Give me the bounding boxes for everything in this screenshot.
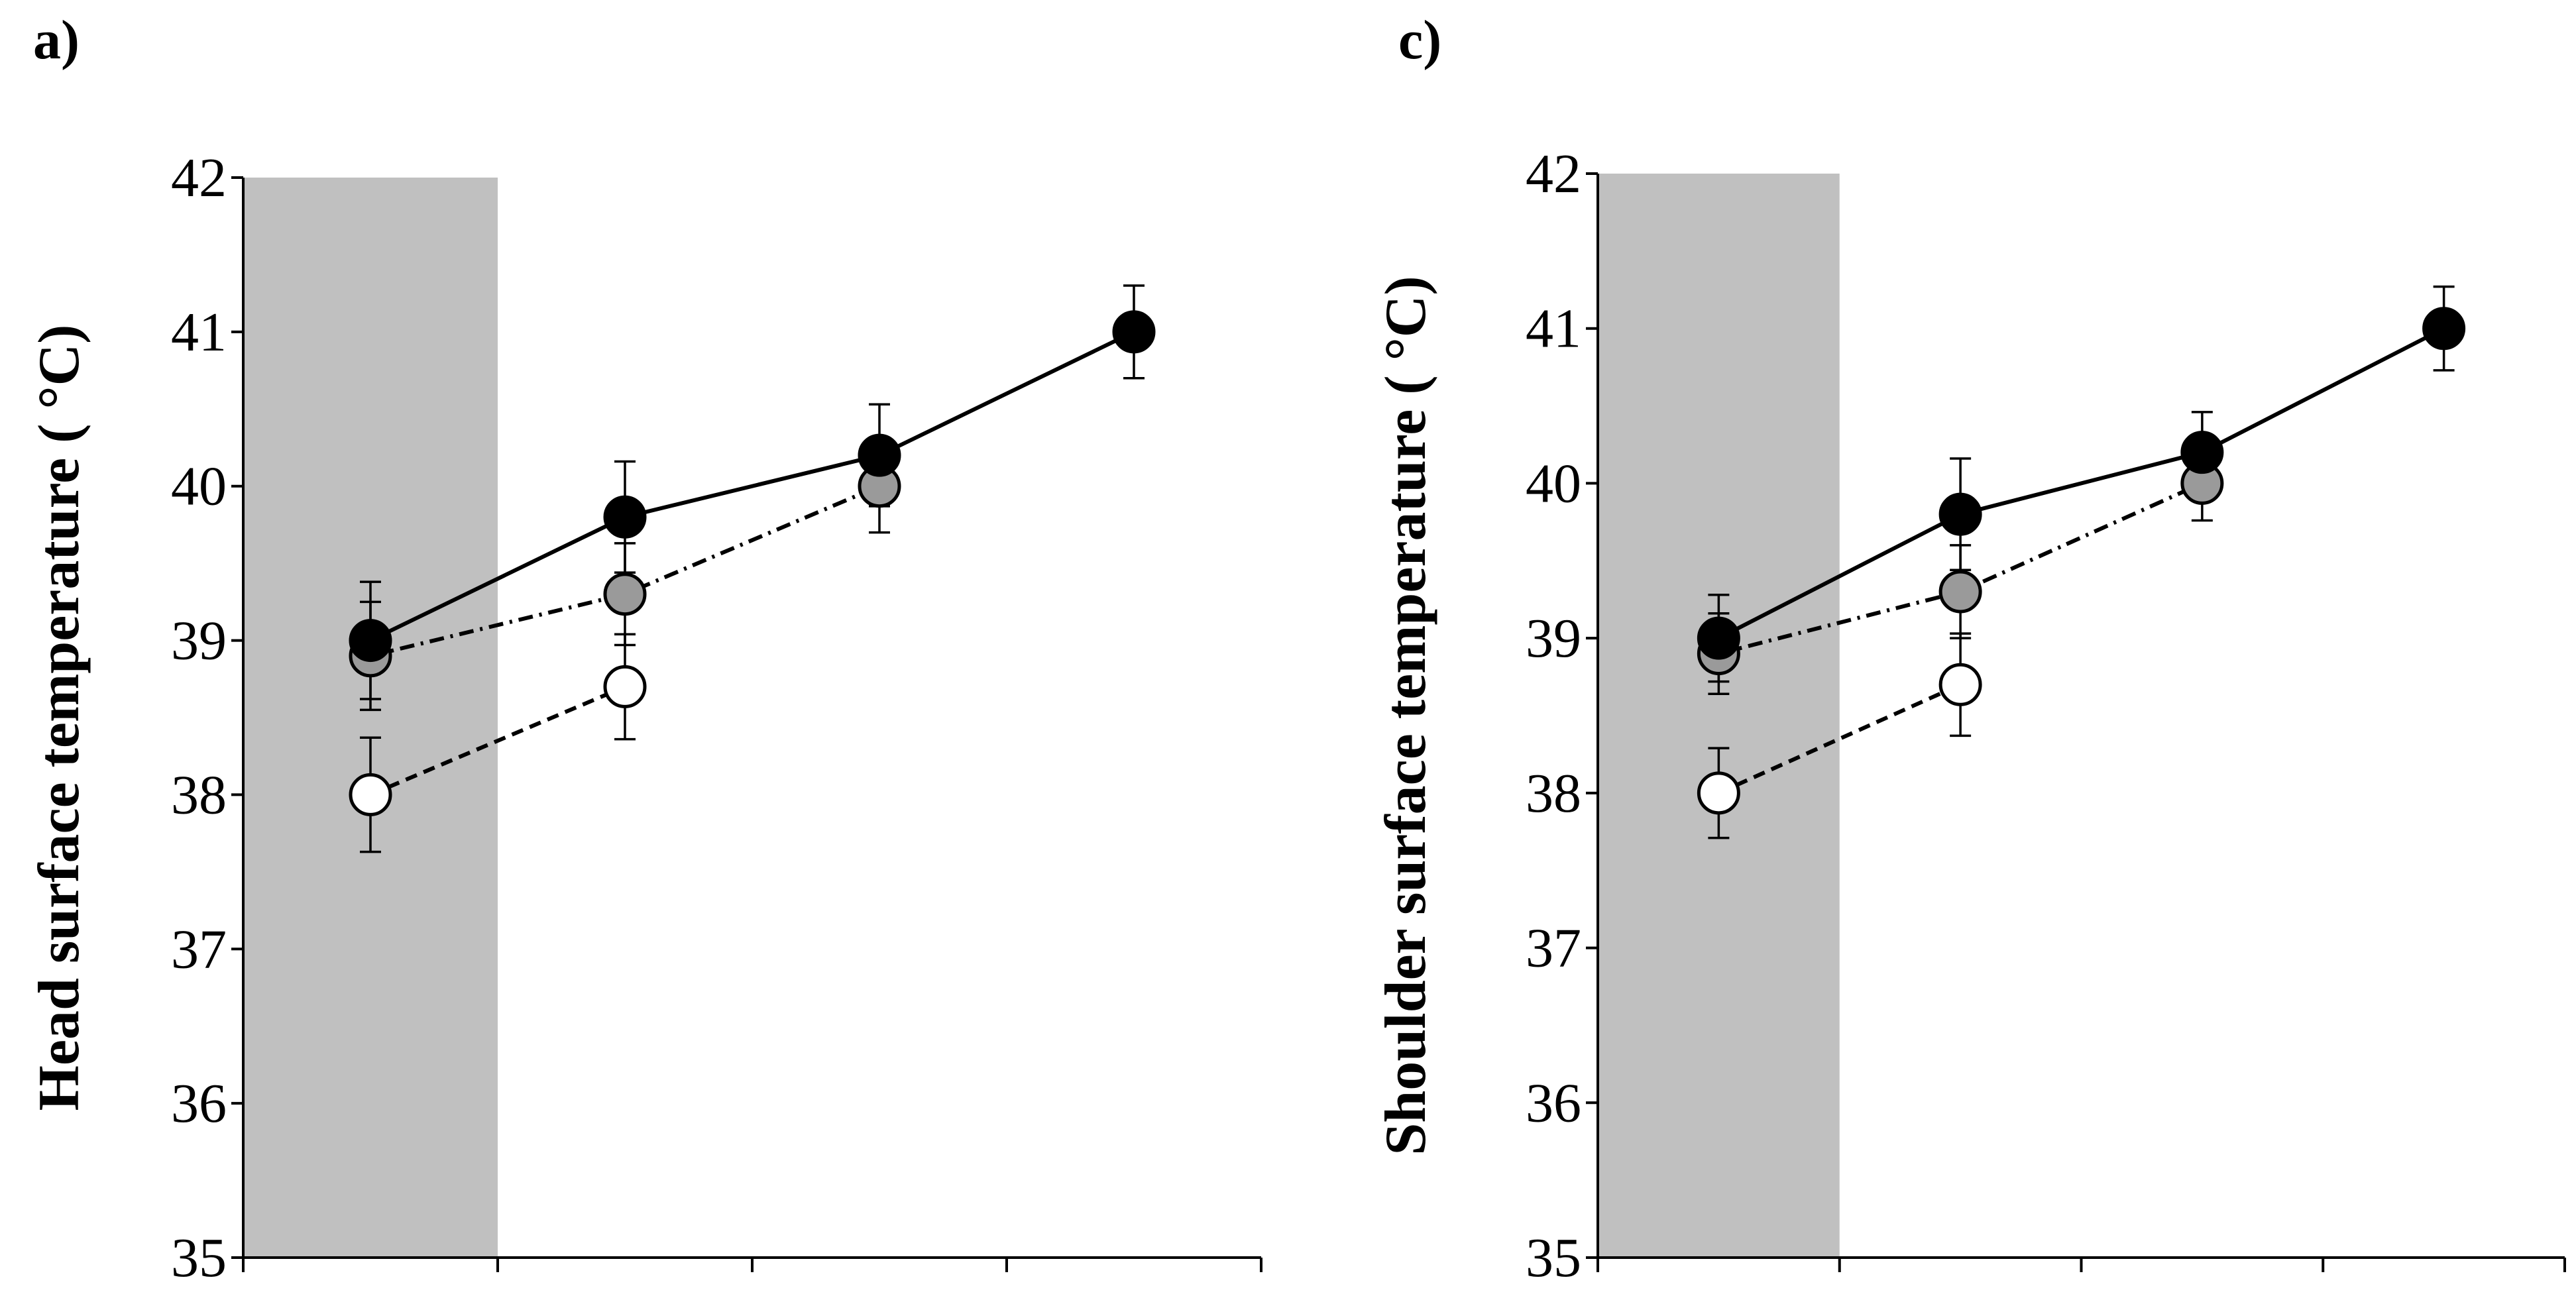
data-point-black xyxy=(1938,492,1982,536)
data-point-white xyxy=(1697,771,1740,815)
y-tick-label: 35 xyxy=(1526,1227,1581,1289)
shaded-region xyxy=(243,178,498,1258)
y-tick-label: 42 xyxy=(171,147,227,209)
series-line-black xyxy=(369,330,1135,643)
y-tick-label: 41 xyxy=(171,301,227,363)
y-tick-label: 39 xyxy=(171,610,227,672)
data-point-black xyxy=(2180,431,2224,474)
y-tick-label: 36 xyxy=(171,1073,227,1134)
series-line-white xyxy=(1718,682,1962,795)
y-tick-label: 38 xyxy=(171,764,227,826)
y-tick-label: 40 xyxy=(171,456,227,517)
chart-panel-a: a) Head surface temperature ( °C) 35 36 37 38… xyxy=(27,9,1262,1289)
data-point-black xyxy=(603,495,647,539)
data-point-black xyxy=(2422,307,2466,351)
y-tick-label: 39 xyxy=(1526,608,1581,669)
panel-label: c) xyxy=(1398,9,1441,71)
data-point-black xyxy=(1697,616,1740,660)
series-line-black xyxy=(1718,327,2445,640)
panel-label: a) xyxy=(33,9,80,71)
data-point-black xyxy=(858,433,901,477)
y-axis-label: Shoulder surface temperature ( °C) xyxy=(1374,276,1438,1155)
y-tick-label: 42 xyxy=(1526,143,1581,205)
data-point-white xyxy=(349,773,392,816)
data-point-white xyxy=(1938,663,1982,706)
data-point-grey xyxy=(603,572,647,616)
y-tick-label: 40 xyxy=(1526,453,1581,514)
shaded-region xyxy=(1598,174,1840,1258)
y-tick-label: 35 xyxy=(171,1227,227,1289)
data-point-white xyxy=(603,665,647,708)
chart-panel-c: c) Shoulder surface temperature ( °C) 35 36… xyxy=(1374,9,2566,1289)
y-axis-label: Head surface temperature ( °C) xyxy=(27,325,91,1111)
data-point-grey xyxy=(1938,570,1982,614)
y-tick-label: 38 xyxy=(1526,763,1581,824)
series-line-white xyxy=(369,684,626,797)
data-point-black xyxy=(349,619,392,663)
data-point-black xyxy=(1112,310,1156,354)
y-tick-label: 37 xyxy=(171,918,227,980)
y-tick-label: 37 xyxy=(1526,918,1581,979)
y-tick-label: 36 xyxy=(1526,1072,1581,1134)
y-tick-label: 41 xyxy=(1526,298,1581,360)
